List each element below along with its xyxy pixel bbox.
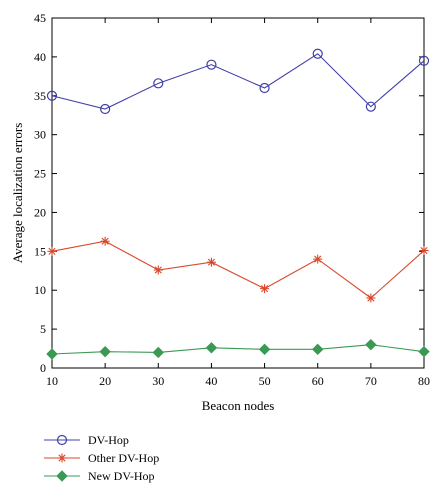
data-point-other-dv-hop: [260, 284, 270, 294]
data-point-new-dv-hop: [46, 348, 58, 360]
data-point-dv-hop: [259, 82, 270, 94]
asterisk-stroke: [48, 247, 56, 255]
asterisk-stroke: [314, 255, 322, 263]
series-layer: [46, 48, 430, 360]
legend-item-other-dv-hop: Other DV-Hop: [44, 451, 159, 465]
data-point-dv-hop: [153, 78, 164, 89]
legend-marker: [56, 434, 68, 446]
data-point-new-dv-hop: [152, 346, 164, 359]
data-point-new-dv-hop: [365, 338, 377, 351]
asterisk-stroke: [58, 454, 66, 462]
series-line-new-dv-hop: [51, 344, 425, 355]
asterisk-stroke: [101, 237, 109, 245]
y-tick-label: 20: [34, 205, 46, 219]
plot-frame: [51, 17, 425, 369]
data-point-other-dv-hop: [206, 257, 216, 267]
x-tick-label: 60: [312, 374, 324, 388]
y-tick-label: 45: [34, 11, 46, 25]
y-axis-label: Average localization errors: [10, 123, 25, 264]
data-point-dv-hop: [100, 103, 111, 115]
series-line-dv-hop: [51, 53, 425, 110]
data-point-other-dv-hop: [313, 254, 323, 264]
data-point-dv-hop: [46, 90, 58, 101]
x-axis-label: Beacon nodes: [202, 398, 275, 413]
x-tick-label: 10: [46, 374, 58, 388]
data-point-dv-hop: [365, 101, 376, 112]
legend-item-dv-hop: DV-Hop: [44, 433, 129, 447]
data-point-new-dv-hop: [312, 343, 324, 356]
legend-item-new-dv-hop: New DV-Hop: [44, 469, 155, 483]
series-line-other-dv-hop: [51, 240, 425, 299]
x-tick-label: 40: [205, 374, 217, 388]
x-tick-label: 80: [418, 374, 430, 388]
y-tick-label: 35: [34, 89, 46, 103]
x-tick-label: 70: [365, 374, 377, 388]
legend: DV-Hop Other DV-Hop New DV-Hop: [44, 433, 159, 483]
y-tick-label: 40: [34, 50, 46, 64]
legend-label: DV-Hop: [88, 433, 129, 447]
data-point-other-dv-hop: [419, 246, 429, 256]
data-point-dv-hop: [312, 48, 323, 59]
data-point-new-dv-hop: [99, 345, 111, 358]
series-other-dv-hop: [47, 236, 429, 303]
data-point-other-dv-hop: [366, 293, 376, 303]
data-point-other-dv-hop: [153, 265, 163, 275]
y-tick-label: 25: [34, 167, 46, 181]
asterisk-stroke: [420, 246, 428, 255]
legend-label: New DV-Hop: [88, 469, 155, 483]
data-point-dv-hop: [418, 55, 430, 66]
y-tick-label: 30: [34, 128, 46, 142]
data-point-other-dv-hop: [100, 236, 110, 246]
legend-label: Other DV-Hop: [88, 451, 159, 465]
y-tick-label: 15: [34, 244, 46, 258]
data-point-new-dv-hop: [258, 343, 271, 356]
x-tick-label: 50: [259, 374, 271, 388]
asterisk-stroke: [261, 285, 269, 293]
data-point-new-dv-hop: [418, 345, 430, 358]
asterisk-stroke: [367, 294, 375, 302]
legend-marker: [57, 453, 67, 463]
asterisk-stroke: [154, 266, 162, 274]
y-tick-label: 10: [34, 283, 46, 297]
series-new-dv-hop: [46, 338, 430, 360]
x-tick-label: 30: [152, 374, 164, 388]
axis-ticks: 10 20 30 40 50 60 70 80 0 5 10 15 20 25 30 35 40 45: [34, 11, 430, 388]
x-tick-label: 20: [99, 374, 111, 388]
data-point-other-dv-hop: [47, 246, 57, 256]
legend-marker: [56, 470, 68, 482]
y-tick-label: 0: [40, 361, 46, 375]
y-tick-label: 5: [40, 322, 46, 336]
data-point-dv-hop: [206, 59, 217, 70]
data-point-new-dv-hop: [205, 342, 218, 354]
series-dv-hop: [46, 48, 430, 115]
asterisk-stroke: [207, 258, 215, 266]
